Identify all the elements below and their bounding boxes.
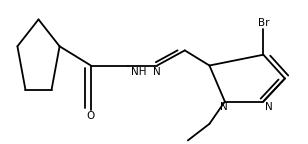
Text: N: N <box>265 102 273 112</box>
Text: O: O <box>87 111 95 121</box>
Text: Br: Br <box>257 18 269 28</box>
Text: N: N <box>153 67 161 77</box>
Text: N: N <box>220 102 228 112</box>
Text: NH: NH <box>131 67 146 77</box>
